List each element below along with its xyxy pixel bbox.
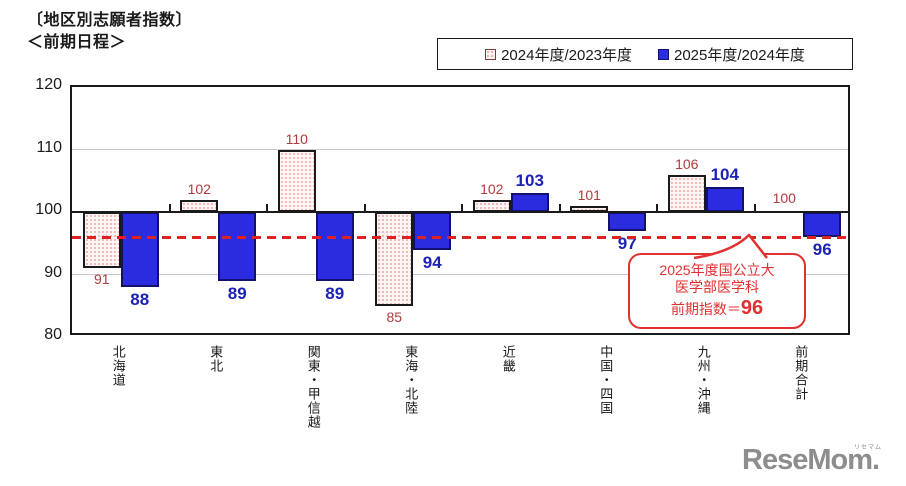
axis-baseline-100: [72, 211, 848, 213]
callout-index-value: 96: [740, 296, 764, 319]
callout-line-1: 2025年度国公立大: [659, 261, 775, 278]
x-axis-label-0: 北海道: [110, 345, 126, 387]
value-label-series2-3: 94: [422, 252, 442, 272]
resemom-logo-text: ReseMom.: [742, 444, 880, 476]
resemom-logo-ruby: リセマム: [853, 445, 882, 451]
bar-series2-5: [608, 212, 647, 231]
bar-series2-0: [120, 212, 159, 287]
bar-series1-5: [570, 205, 609, 212]
x-axis-label-5: 中国・四国: [598, 345, 614, 415]
legend-label: 2024年度/2023年度: [501, 46, 632, 64]
y-axis-label-120: 120: [35, 76, 62, 93]
axis-tick: [266, 204, 268, 212]
plot-area: 91 88 102 89 110 89 85 94 102 103 101 97 106 104 100 96: [70, 85, 850, 335]
value-label-series2-1: 89: [227, 283, 247, 303]
value-label-series1-3: 85: [386, 308, 403, 325]
value-label-series1-4: 102: [480, 180, 504, 197]
x-axis-label-1: 東北: [208, 345, 224, 373]
x-axis-label-3: 東海・北陸: [403, 345, 419, 415]
value-label-series1-1: 102: [187, 180, 211, 197]
value-label-series2-0: 88: [130, 290, 150, 309]
x-axis-label-4: 近畿: [500, 345, 516, 373]
axis-tick: [363, 204, 366, 212]
annotation-callout: 2025年度国公立大 医学部医学科 前期指数＝ 96: [628, 253, 806, 329]
y-axis-label-90: 90: [44, 263, 62, 281]
gridline-90: [72, 273, 848, 275]
y-axis-label-110: 110: [36, 138, 62, 156]
bar-series2-7: [803, 212, 842, 237]
y-axis-label-80: 80: [44, 326, 62, 343]
x-axis-label-7: 前期合計: [793, 345, 809, 401]
pink-dotted-swatch-icon: [485, 48, 497, 60]
bar-series1-0: [82, 212, 121, 269]
axis-tick: [168, 204, 171, 212]
value-label-series1-7: 100: [772, 190, 796, 206]
y-axis-label-100: 100: [35, 201, 62, 218]
value-label-series1-5: 101: [577, 186, 601, 203]
chart-legend: 2024年度/2023年度 2025年度/2024年度: [437, 38, 853, 70]
x-axis-label-2: 関東・甲信越: [305, 345, 321, 429]
legend-item-2024-2023: 2024年度/2023年度: [485, 44, 632, 65]
bar-series2-3: [413, 212, 452, 250]
value-label-series2-2: 89: [325, 283, 345, 303]
bar-series1-2: [277, 149, 316, 212]
bar-series2-2: [315, 212, 354, 281]
value-label-series1-6: 106: [675, 155, 699, 172]
callout-line-3: 前期指数＝ 96: [671, 296, 763, 320]
reference-line-96: [72, 236, 848, 239]
value-label-series2-5: 97: [617, 233, 637, 253]
axis-tick: [558, 204, 561, 212]
value-label-series2-7: 96: [812, 240, 832, 259]
callout-pointer-icon: [693, 233, 768, 259]
page-subtitle: ＜前期日程＞: [27, 34, 127, 51]
callout-line-2: 医学部医学科: [675, 278, 759, 295]
legend-item-2025-2024: 2025年度/2024年度: [658, 44, 805, 65]
bar-series2-4: [510, 193, 549, 212]
value-label-series1-0: 91: [93, 271, 110, 288]
value-label-series2-4: 103: [515, 171, 544, 191]
value-label-series1-2: 110: [285, 130, 308, 147]
legend-label: 2025年度/2024年度: [674, 46, 805, 64]
bar-series2-1: [218, 212, 257, 281]
bar-series1-6: [667, 174, 706, 212]
axis-tick: [753, 204, 756, 212]
bar-series2-6: [705, 187, 744, 212]
resemom-logo: リセマム ReseMom.: [742, 444, 894, 482]
gridline-110: [72, 148, 848, 150]
callout-index-label: 前期指数＝: [670, 300, 741, 317]
x-axis-label-6: 九州・沖縄: [695, 345, 711, 415]
value-label-series2-6: 104: [710, 165, 739, 184]
axis-tick: [656, 204, 658, 212]
axis-tick: [461, 204, 463, 212]
blue-solid-swatch-icon: [658, 48, 669, 60]
page-title: 〔地区別志願者指数〕: [27, 12, 193, 29]
